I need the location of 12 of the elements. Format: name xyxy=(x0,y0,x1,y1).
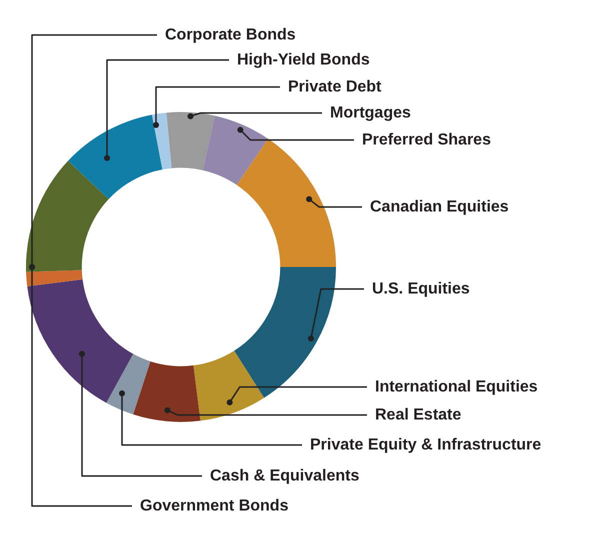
slice-label: Private Debt xyxy=(288,78,382,96)
slice-label: Private Equity & Infrastructure xyxy=(310,436,542,454)
slice-label: Canadian Equities xyxy=(370,198,509,216)
slice-label: International Equities xyxy=(375,378,538,396)
slice-label: Real Estate xyxy=(375,406,462,424)
slice-label: Corporate Bonds xyxy=(165,26,296,44)
slice-label: High-Yield Bonds xyxy=(237,51,370,68)
slice-label: U.S. Equities xyxy=(372,280,470,298)
slice-label: Mortgages xyxy=(330,104,411,122)
slice-label: Government Bonds xyxy=(140,497,289,514)
slice-label: Cash & Equivalents xyxy=(210,467,360,484)
slice-label: Preferred Shares xyxy=(362,131,492,148)
